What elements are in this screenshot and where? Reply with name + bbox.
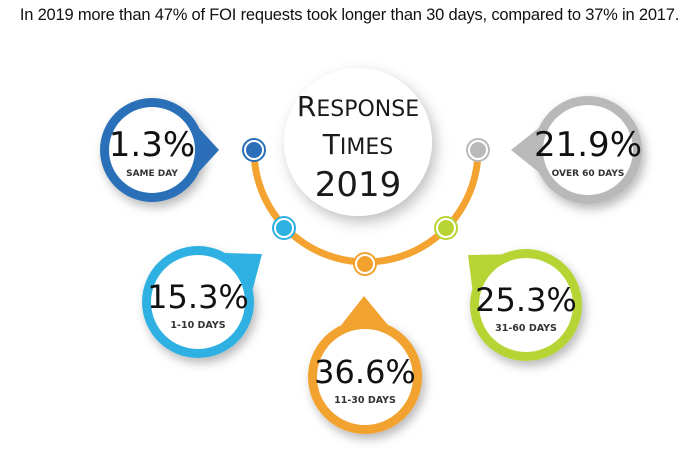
bubble-inner [109,107,195,193]
bubble-inner [151,255,245,349]
bubble-pointer [225,253,262,290]
bubble-d1-10: 15.3% 1-10 DAYS [142,246,262,358]
bubble-over60: 21.9% OVER 60 DAYS [511,96,642,204]
bubble-pointer [199,128,219,172]
bubble-value: 21.9% [534,125,642,165]
bubble-inner [543,105,633,195]
bubble-d31-60: 25.3% 31-60 DAYS [468,249,582,361]
bubble-value: 36.6% [314,353,416,391]
bubble-value: 15.3% [147,278,249,316]
bubble-pointer [511,127,539,173]
center-title-circle: RESPONSE TIMES 2019 [284,68,432,216]
arc-node-same-day [242,138,266,162]
arc-node-d31-60 [434,216,458,240]
bubble-label: 31-60 DAYS [495,323,557,334]
bubble-value: 25.3% [475,281,577,319]
center-year: 2019 [315,165,402,205]
bubble-label: OVER 60 DAYS [552,169,625,179]
bubble-inner [317,329,413,425]
bubble-inner [479,258,573,352]
bubble-label: 1-10 DAYS [170,320,225,331]
bubble-d11-30: 36.6% 11-30 DAYS [308,296,422,434]
center-title-line1: RESPONSE [297,90,419,123]
bubble-value: 1.3% [109,125,195,165]
arc-node-d11-30 [353,252,377,276]
bubble-pointer [468,254,503,289]
center-title-line2: TIMES [322,128,393,161]
arc-node-over60 [466,138,490,162]
bubble-label: 11-30 DAYS [334,395,396,406]
arc-node-d1-10 [272,216,296,240]
headline: In 2019 more than 47% of FOI requests to… [19,6,680,24]
bubble-label: SAME DAY [126,169,178,179]
bubble-pointer [341,296,388,326]
bubble-same-day: 1.3% SAME DAY [100,98,219,202]
